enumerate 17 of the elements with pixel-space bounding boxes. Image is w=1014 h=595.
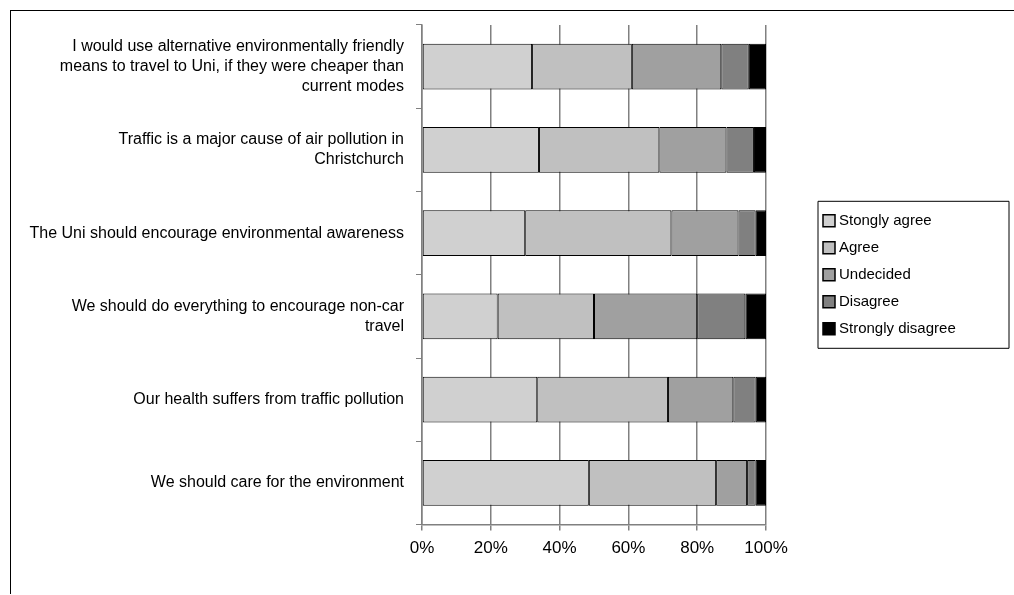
y-tick-label: Our health suffers from traffic pollution <box>133 390 404 408</box>
legend-label: Disagree <box>839 291 900 309</box>
x-tick-label: 100% <box>744 538 788 558</box>
y-tick-label: We should do everything to encourage non-car travel <box>71 296 405 334</box>
y-tick-label: I would use alternative environmentally friendly means to travel to Uni, if they were cheaper than current modes <box>59 37 404 95</box>
x-tick-label: 80% <box>680 538 715 558</box>
x-tick-label: 60% <box>611 538 646 558</box>
x-tick-label: 0% <box>409 538 435 558</box>
x-tick-label: 20% <box>473 538 508 558</box>
legend-label: Undecided <box>839 264 911 282</box>
y-tick-label: Traffic is a major cause of air pollution in Christchurch <box>118 130 404 168</box>
legend-label: Stongly agree <box>839 210 932 228</box>
x-tick-label: 40% <box>542 538 577 558</box>
y-tick-label: We should care for the environment <box>150 473 405 491</box>
legend-label: Agree <box>839 237 880 255</box>
legend-label: Strongly disagree <box>839 318 956 336</box>
y-tick-label: The Uni should encourage environmental awareness <box>29 223 404 241</box>
